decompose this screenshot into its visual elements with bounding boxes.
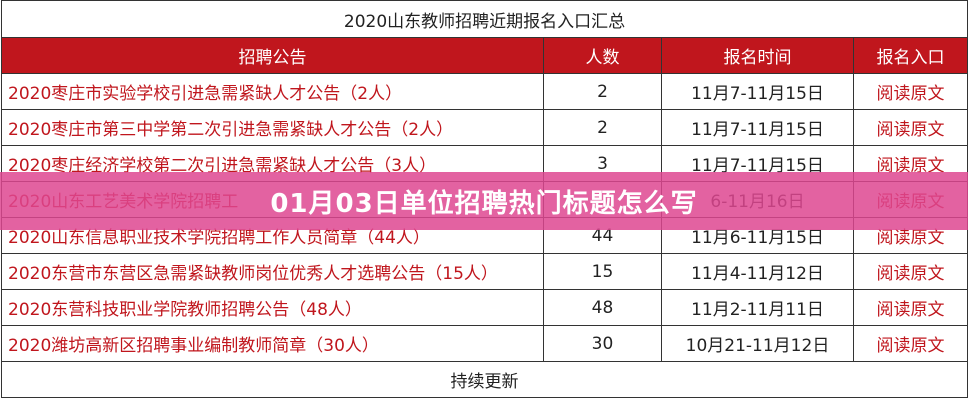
- table-footer: 持续更新: [0, 361, 968, 398]
- time-cell: 11月7-11月15日: [661, 73, 854, 110]
- count-cell: 48: [543, 289, 662, 326]
- overlay-banner: 01月03日单位招聘热门标题怎么写: [0, 172, 968, 230]
- announcement-title: 2020枣庄市实验学校引进急需紧缺人才公告（2人）: [1, 73, 544, 110]
- read-original-link[interactable]: 阅读原文: [852, 109, 968, 146]
- time-cell: 11月2-11月11日: [661, 289, 854, 326]
- table-row: 2020潍坊高新区招聘事业编制教师简章（30人） 30 10月21-11月12日 阅读…: [1, 325, 968, 362]
- time-cell: 10月21-11月12日: [661, 325, 854, 362]
- read-original-link[interactable]: 阅读原文: [852, 289, 968, 326]
- header-announcement: 招聘公告: [1, 37, 544, 74]
- count-cell: 2: [543, 73, 662, 110]
- count-cell: 30: [543, 325, 662, 362]
- table-row: 2020东营科技职业学院教师招聘公告（48人） 48 11月2-11月11日 阅读原文: [1, 289, 968, 326]
- header-time: 报名时间: [661, 37, 854, 74]
- read-original-link[interactable]: 阅读原文: [852, 73, 968, 110]
- header-row: 招聘公告 人数 报名时间 报名入口: [1, 37, 968, 74]
- table-title: 2020山东教师招聘近期报名入口汇总: [0, 0, 968, 38]
- read-original-link[interactable]: 阅读原文: [852, 253, 968, 290]
- count-cell: 15: [543, 253, 662, 290]
- table-row: 2020枣庄市实验学校引进急需紧缺人才公告（2人） 2 11月7-11月15日 阅读原…: [1, 73, 968, 110]
- read-original-link[interactable]: 阅读原文: [852, 325, 968, 362]
- announcement-title: 2020枣庄市第三中学第二次引进急需紧缺人才公告（2人）: [1, 109, 544, 146]
- header-entry: 报名入口: [852, 37, 968, 74]
- announcement-title: 2020东营科技职业学院教师招聘公告（48人）: [1, 289, 544, 326]
- announcement-title: 2020东营市东营区急需紧缺教师岗位优秀人才选聘公告（15人）: [1, 253, 544, 290]
- announcement-title: 2020潍坊高新区招聘事业编制教师简章（30人）: [1, 325, 544, 362]
- header-count: 人数: [543, 37, 662, 74]
- table-row: 2020枣庄市第三中学第二次引进急需紧缺人才公告（2人） 2 11月7-11月15日…: [1, 109, 968, 146]
- time-cell: 11月4-11月12日: [661, 253, 854, 290]
- time-cell: 11月7-11月15日: [661, 109, 854, 146]
- table-row: 2020东营市东营区急需紧缺教师岗位优秀人才选聘公告（15人） 15 11月4-11…: [1, 253, 968, 290]
- count-cell: 2: [543, 109, 662, 146]
